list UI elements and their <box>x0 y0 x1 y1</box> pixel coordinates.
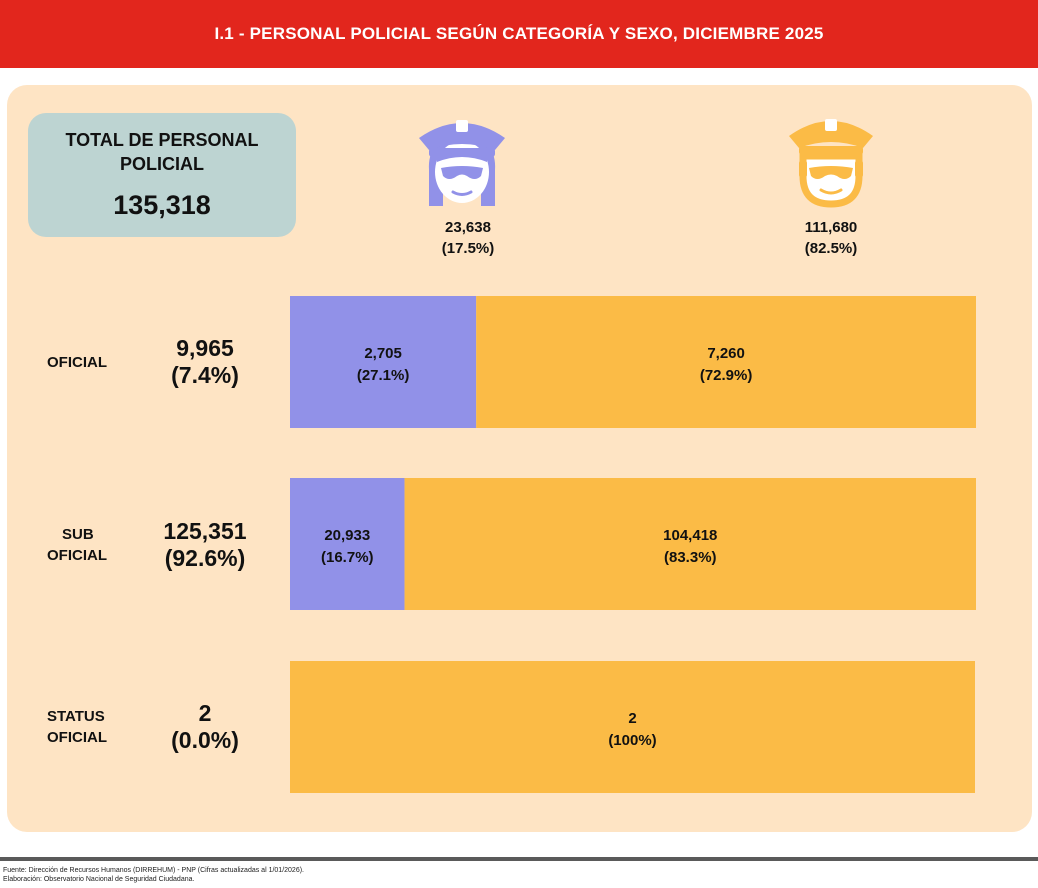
total-personnel-label: TOTAL DE PERSONAL POLICIAL <box>65 130 259 174</box>
footer-divider <box>0 857 1038 861</box>
bar-male-2 <box>404 478 977 610</box>
category-total-value: 9,965 <box>176 335 234 361</box>
category-total-value: 2 <box>198 700 212 726</box>
bar-female-2 <box>290 478 405 610</box>
male-total-value: 111,680 <box>804 219 858 236</box>
bar-percent-label: (16.7%) <box>321 549 374 566</box>
policewoman-icon <box>419 120 505 206</box>
category-total-sub-oficial: 125,351 (92.6%) <box>140 518 270 572</box>
category-label-sub-oficial: SUB OFICIAL <box>47 524 137 566</box>
female-total-value: 23,638 <box>445 219 491 236</box>
category-total-value: 125,351 <box>163 518 247 544</box>
total-personnel-card: TOTAL DE PERSONAL POLICIAL 135,318 <box>28 113 296 237</box>
bar-percent-label: (83.3%) <box>664 549 717 566</box>
category-total-percent: (92.6%) <box>164 545 246 571</box>
bar-percent-label: (72.9%) <box>700 367 753 384</box>
male-total: 111,680 (82.5%) <box>761 217 901 259</box>
category-total-percent: (0.0%) <box>171 727 239 753</box>
report-header: I.1 - PERSONAL POLICIAL SEGÚN CATEGORÍA … <box>0 0 1038 68</box>
category-total-percent: (7.4%) <box>171 362 239 388</box>
female-total-percent: (17.5%) <box>441 240 495 257</box>
bar-male-3 <box>290 661 975 793</box>
bar-value-label: 20,933 <box>324 527 370 544</box>
bar-value-label: 7,260 <box>707 345 745 362</box>
bar-male-1 <box>476 296 976 428</box>
female-total: 23,638 (17.5%) <box>398 217 538 259</box>
male-total-percent: (82.5%) <box>804 240 858 257</box>
category-label-line: OFICIAL <box>47 547 107 564</box>
category-label-line: OFICIAL <box>47 729 107 746</box>
category-total-status-oficial: 2 (0.0%) <box>140 700 270 754</box>
category-label-status-oficial: STATUS OFICIAL <box>47 706 137 748</box>
category-label-line: STATUS <box>47 708 105 725</box>
category-label-line: SUB <box>62 526 94 543</box>
total-personnel-value: 135,318 <box>113 190 211 220</box>
footer-elaboration: Elaboración: Observatorio Nacional de Se… <box>3 876 195 883</box>
category-total-oficial: 9,965 (7.4%) <box>140 335 270 389</box>
bar-value-label: 2 <box>628 710 636 727</box>
bar-percent-label: (27.1%) <box>357 367 410 384</box>
bar-value-label: 2,705 <box>364 345 402 362</box>
policeman-icon <box>789 119 873 208</box>
bar-female-1 <box>290 296 477 428</box>
footer-source: Fuente: Dirección de Recursos Humanos (D… <box>3 867 304 874</box>
category-label-line: OFICIAL <box>47 354 107 371</box>
report-title: I.1 - PERSONAL POLICIAL SEGÚN CATEGORÍA … <box>214 24 824 43</box>
footer: Fuente: Dirección de Recursos Humanos (D… <box>3 866 304 884</box>
bar-value-label: 104,418 <box>663 527 717 544</box>
category-label-oficial: OFICIAL <box>47 352 137 373</box>
bar-percent-label: (100%) <box>608 732 656 749</box>
